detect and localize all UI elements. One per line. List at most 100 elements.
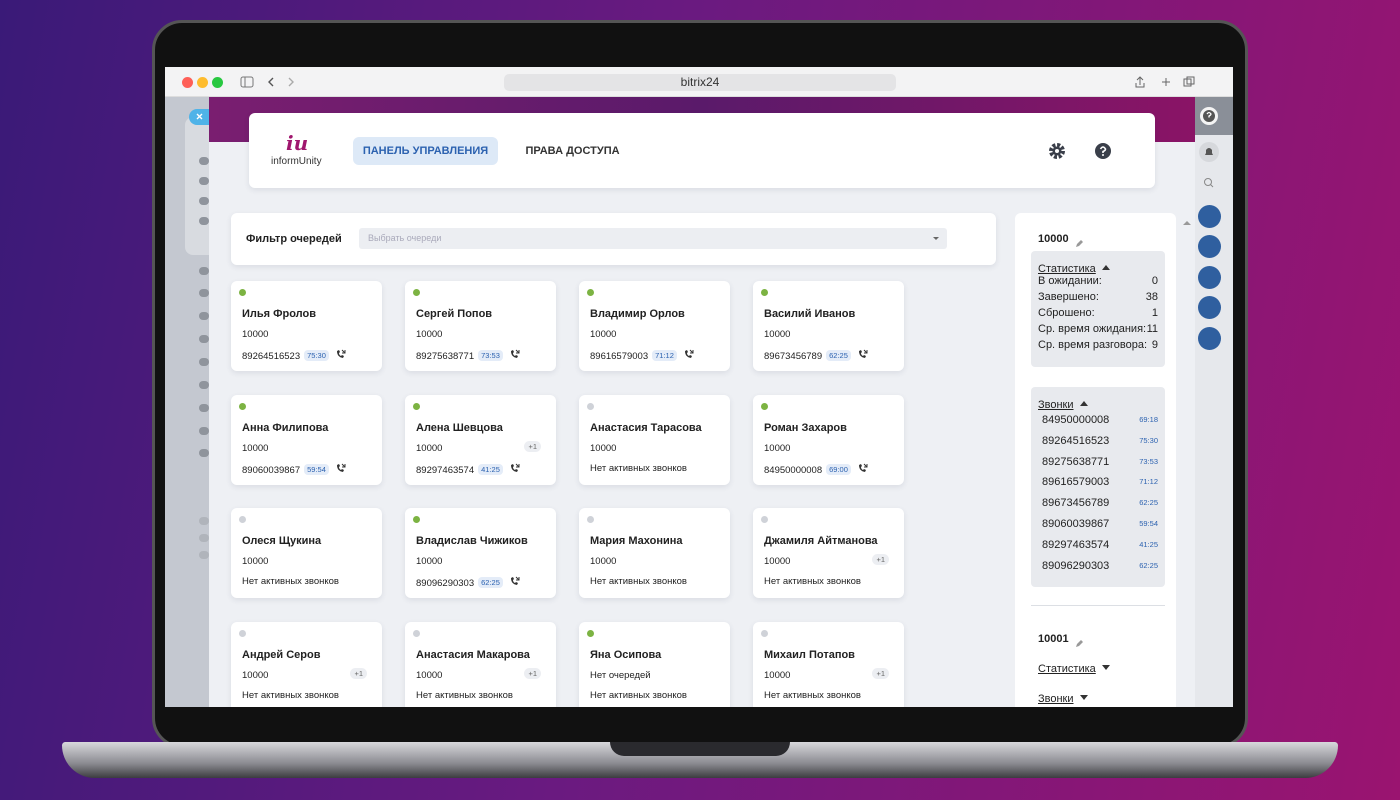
agent-name: Анастасия Макарова xyxy=(416,648,530,661)
agent-name: Илья Фролов xyxy=(242,308,317,320)
contact-avatar[interactable] xyxy=(1198,296,1221,319)
help-avatar[interactable] xyxy=(1198,105,1220,127)
call-line: Нет активных звонков xyxy=(242,576,339,587)
call-row[interactable]: 89275638771 73:53 xyxy=(1042,456,1158,468)
agent-card[interactable]: Илья Фролов 10000 89264516523 75:30 xyxy=(231,281,382,371)
stat-label: В ожидании: xyxy=(1038,275,1102,287)
agent-card[interactable]: Мария Махонина 10000 Нет активных звонков xyxy=(579,508,730,598)
close-button[interactable] xyxy=(182,77,193,88)
menu-item[interactable] xyxy=(199,358,209,366)
stat-value: 1 xyxy=(1151,307,1158,319)
call-row[interactable]: 89060039867 59:54 xyxy=(1042,518,1158,530)
agent-card[interactable]: Анна Филипова 10000 89060039867 59:54 xyxy=(231,394,382,485)
menu-item[interactable] xyxy=(199,381,209,389)
agent-name: Андрей Серов xyxy=(242,648,321,661)
call-icon xyxy=(336,463,346,472)
status-dot xyxy=(587,289,594,296)
agent-name: Владимир Орлов xyxy=(590,308,685,320)
agent-card[interactable]: Роман Захаров 10000 84950000008 69:00 xyxy=(753,394,904,485)
menu-item[interactable] xyxy=(199,427,209,435)
agent-card[interactable]: Михаил Потапов 10000 +1 Нет активных звонко… xyxy=(753,621,904,707)
queue-id: 10001 xyxy=(1038,633,1069,645)
stat-row: Ср. время ожидания: 11 xyxy=(1038,323,1158,335)
call-time: 41:25 xyxy=(1139,539,1158,549)
agent-card[interactable]: Владимир Орлов 10000 89616579003 71:12 xyxy=(579,281,730,371)
contact-avatar[interactable] xyxy=(1198,205,1221,228)
nav-icons[interactable] xyxy=(240,75,300,89)
calls-toggle[interactable]: Звонки xyxy=(1038,395,1088,413)
agent-card[interactable]: Алена Шевцова 10000 +1 89297463574 41:25 xyxy=(405,394,556,485)
agent-card[interactable]: Василий Иванов 10000 89673456789 62:25 xyxy=(753,281,904,371)
menu-item[interactable] xyxy=(199,517,209,525)
menu-item[interactable] xyxy=(199,217,209,225)
stat-value: 38 xyxy=(1145,291,1158,303)
agent-name: Анна Филипова xyxy=(242,421,329,434)
menu-item[interactable] xyxy=(199,197,209,205)
edit-icon[interactable] xyxy=(1075,235,1084,253)
scroll-up[interactable] xyxy=(1182,219,1192,227)
stat-row: Ср. время разговора: 9 xyxy=(1038,339,1158,351)
menu-item[interactable] xyxy=(199,449,209,457)
agent-card[interactable]: Джамиля Айтманова 10000 +1 Нет активных зво… xyxy=(753,508,904,598)
call-row[interactable]: 84950000008 69:18 xyxy=(1042,414,1158,426)
call-row[interactable]: 89264516523 75:30 xyxy=(1042,435,1158,447)
call-row[interactable]: 89096290303 62:25 xyxy=(1042,560,1158,572)
stats-toggle[interactable]: Статистика xyxy=(1038,659,1110,677)
menu-item[interactable] xyxy=(199,551,209,559)
status-dot xyxy=(761,402,768,410)
menu-item[interactable] xyxy=(199,267,209,275)
status-dot xyxy=(761,516,768,523)
agent-queue: 10000 xyxy=(242,329,269,340)
status-dot xyxy=(413,629,420,637)
menu-item[interactable] xyxy=(199,404,209,412)
call-row[interactable]: 89297463574 41:25 xyxy=(1042,539,1158,551)
agent-card[interactable]: Сергей Попов 10000 89275638771 73:53 xyxy=(405,281,556,371)
menu-item[interactable] xyxy=(199,157,209,165)
status-dot xyxy=(239,402,246,410)
no-calls: Нет активных звонков xyxy=(590,576,687,587)
phone: 89096290303 xyxy=(416,578,475,589)
agent-name: Мария Махонина xyxy=(590,535,683,547)
call-phone: 89616579003 xyxy=(1042,476,1110,489)
call-row[interactable]: 89616579003 71:12 xyxy=(1042,476,1158,488)
nav-tab[interactable]: ПАНЕЛЬ УПРАВЛЕНИЯ xyxy=(353,137,498,165)
menu-item[interactable] xyxy=(199,177,209,185)
no-calls: Нет активных звонков xyxy=(590,462,687,474)
nav-tab[interactable]: ПРАВА ДОСТУПА xyxy=(525,145,620,157)
agent-card[interactable]: Владислав Чижиков 10000 89096290303 62:25 xyxy=(405,508,556,598)
notifications[interactable] xyxy=(1198,141,1220,163)
address-bar[interactable]: bitrix24 xyxy=(504,74,896,91)
stats-toggle[interactable]: Статистика xyxy=(1038,259,1110,277)
call-phone: 89264516523 xyxy=(1042,434,1110,447)
call-line: 89264516523 75:30 xyxy=(242,349,346,362)
calls-toggle[interactable]: Звонки xyxy=(1038,689,1088,707)
contact-avatar[interactable] xyxy=(1198,327,1221,350)
menu-item[interactable] xyxy=(199,312,209,320)
menu-item[interactable] xyxy=(199,335,209,343)
queue-select[interactable]: Выбрать очереди xyxy=(359,228,947,249)
agent-queue: 10000 xyxy=(590,556,617,567)
menu-item[interactable] xyxy=(199,534,209,542)
agent-card[interactable]: Анастасия Тарасова 10000 Нет активных звон… xyxy=(579,394,730,485)
agent-card[interactable]: Анастасия Макарова 10000 +1 Нет активных зв… xyxy=(405,621,556,707)
contact-avatar[interactable] xyxy=(1198,266,1221,289)
call-time: 75:30 xyxy=(304,350,329,361)
browser-actions[interactable] xyxy=(1133,75,1223,89)
edit-icon[interactable] xyxy=(1075,635,1084,653)
agent-card[interactable]: Яна Осипова Нет очередей Нет активных звон… xyxy=(579,621,730,707)
agent-card[interactable]: Олеся Щукина 10000 Нет активных звонков xyxy=(231,508,382,598)
zoom-button[interactable] xyxy=(212,77,223,88)
minimize-button[interactable] xyxy=(197,77,208,88)
agent-name: Олеся Щукина xyxy=(242,535,322,547)
menu-item[interactable] xyxy=(199,289,209,297)
help-button[interactable] xyxy=(1093,141,1113,161)
call-line: 89297463574 41:25 xyxy=(416,463,520,476)
contact-avatar[interactable] xyxy=(1198,235,1221,258)
close-menu[interactable] xyxy=(189,109,209,125)
agent-card[interactable]: Андрей Серов 10000 +1 Нет активных звонков xyxy=(231,621,382,707)
call-row[interactable]: 89673456789 62:25 xyxy=(1042,497,1158,509)
settings-button[interactable] xyxy=(1047,141,1067,161)
expand-arrow xyxy=(1101,665,1110,670)
stat-row: В ожидании: 0 xyxy=(1038,275,1158,287)
search[interactable] xyxy=(1201,175,1217,191)
